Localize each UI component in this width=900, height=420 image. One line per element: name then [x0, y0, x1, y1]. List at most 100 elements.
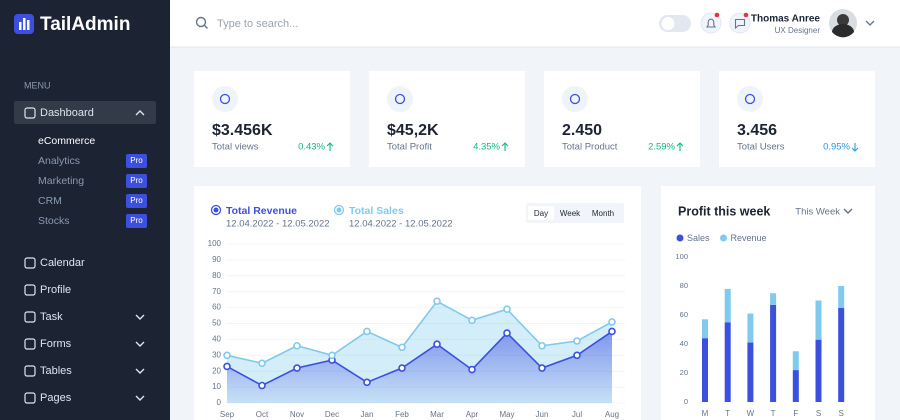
bar-segment [792, 370, 799, 402]
x-tick-label: S [816, 409, 821, 418]
stat-icon [387, 86, 413, 112]
stat-icon-glyph [219, 93, 231, 105]
x-tick-label: Jul [572, 410, 582, 419]
menu-chevron[interactable] [135, 110, 145, 116]
x-tick-label: T [725, 409, 730, 418]
stat-card [194, 71, 350, 167]
menu-chevron[interactable] [135, 341, 145, 347]
bar-segment [702, 319, 708, 339]
period-button[interactable]: Month [592, 209, 614, 218]
menu-icon [24, 365, 36, 377]
trend-arrow [326, 142, 334, 151]
bar-segment [838, 286, 845, 308]
menu-item[interactable]: Forms [40, 338, 72, 350]
bar-segment [838, 307, 845, 402]
x-tick-label: Apr [466, 410, 479, 419]
header [170, 0, 900, 47]
dropdown-chevron[interactable] [843, 208, 853, 214]
trend-arrow [676, 142, 684, 151]
x-tick-label: May [499, 410, 514, 419]
stat-label: Total Product [562, 142, 618, 153]
pro-badge [126, 174, 147, 188]
menu-chevron[interactable] [135, 395, 145, 401]
menu-icon [24, 107, 36, 119]
y-tick-label: 20 [212, 366, 221, 375]
menu-icon [24, 284, 36, 296]
x-tick-label: Feb [395, 410, 409, 419]
search-icon [195, 16, 207, 28]
bar-segment [770, 304, 777, 402]
menu-item[interactable]: Calendar [40, 257, 85, 269]
data-point [293, 364, 301, 372]
submenu-item[interactable]: Analytics [38, 155, 80, 167]
submenu-item[interactable]: eCommerce [38, 135, 95, 147]
stat-label: Total Profit [387, 142, 432, 153]
legend-range: 12.04.2022 - 12.05.2022 [226, 219, 330, 230]
user-name: Thomas Anree [751, 14, 821, 25]
x-tick-label: Aug [605, 410, 619, 419]
menu-item[interactable]: Tables [40, 365, 72, 377]
legend-range: 12.04.2022 - 12.05.2022 [349, 219, 453, 230]
x-tick-label: Jun [536, 410, 549, 419]
legend-marker [720, 234, 728, 242]
data-point [608, 318, 616, 326]
stat-value: 3.456 [737, 122, 777, 139]
data-point [328, 351, 336, 360]
stat-icon [562, 86, 588, 112]
x-tick-label: Dec [325, 410, 339, 419]
menu-icon [24, 257, 36, 269]
pro-badge [126, 214, 147, 228]
stat-card [544, 71, 700, 167]
legend-marker-dot [336, 207, 342, 213]
x-tick-label: Sep [220, 410, 235, 419]
avatar-head [837, 14, 849, 26]
data-point [433, 297, 441, 306]
user-menu-chevron[interactable] [865, 20, 875, 26]
data-point [468, 365, 476, 374]
data-point [223, 351, 231, 360]
period-dropdown[interactable]: This Week [795, 207, 840, 218]
stat-change: 0.43% [298, 142, 325, 153]
stat-change: 2.59% [648, 142, 675, 153]
search-input[interactable]: Type to search... [217, 18, 298, 30]
toggle-knob [661, 17, 675, 30]
menu-heading: MENU [24, 80, 51, 90]
pro-badge-label: Pro [130, 216, 143, 225]
x-tick-label: F [793, 409, 798, 418]
bar-segment [770, 293, 777, 305]
notification-button[interactable] [700, 12, 722, 34]
menu-chevron[interactable] [135, 314, 145, 320]
submenu-item[interactable]: Stocks [38, 215, 70, 227]
submenu-item[interactable]: CRM [38, 195, 62, 207]
bar-segment [815, 339, 822, 402]
y-tick-label: 80 [680, 281, 688, 290]
menu-item[interactable]: Profile [40, 284, 71, 296]
y-tick-label: 90 [212, 255, 221, 264]
trend-arrow [851, 143, 859, 152]
menu-chevron[interactable] [135, 368, 145, 374]
sidebar [0, 0, 170, 420]
submenu-item[interactable]: Marketing [38, 175, 84, 187]
period-button[interactable]: Day [534, 209, 548, 218]
y-tick-label: 0 [217, 398, 222, 407]
legend-label: Total Revenue [226, 205, 297, 217]
menu-item[interactable]: Pages [40, 392, 72, 404]
x-tick-label: Jan [361, 410, 374, 419]
bar-segment [747, 313, 754, 343]
brand: TailAdmin [40, 14, 130, 35]
x-tick-label: Nov [290, 410, 304, 419]
period-button[interactable]: Week [560, 209, 581, 218]
pro-badge-label: Pro [130, 156, 143, 165]
menu-item[interactable]: Dashboard [40, 107, 94, 119]
y-tick-label: 50 [212, 319, 221, 328]
y-tick-label: 30 [212, 350, 221, 359]
data-point [293, 341, 301, 350]
y-tick-label: 0 [684, 397, 688, 406]
x-tick-label: T [771, 409, 776, 418]
data-point [573, 351, 581, 360]
menu-item[interactable]: Task [40, 311, 63, 323]
area-fill [227, 331, 612, 403]
data-point [538, 341, 546, 350]
data-point [363, 378, 371, 387]
